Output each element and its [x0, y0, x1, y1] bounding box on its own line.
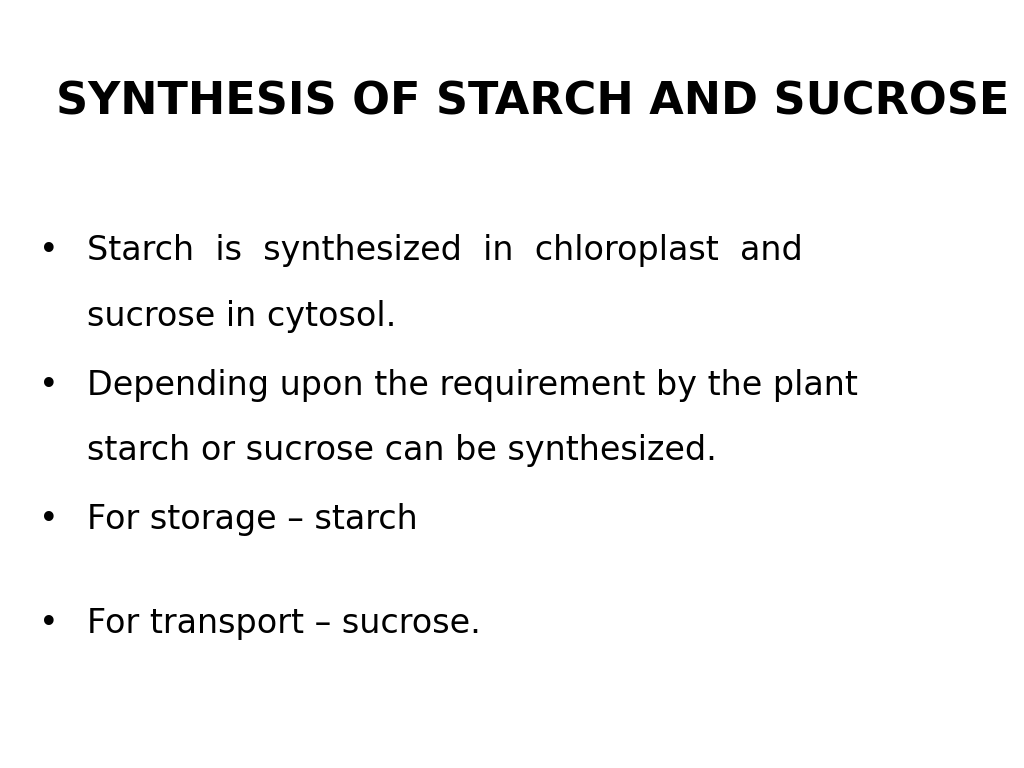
Text: •: •: [39, 607, 59, 640]
Text: •: •: [39, 369, 59, 402]
Text: •: •: [39, 503, 59, 536]
Text: sucrose in cytosol.: sucrose in cytosol.: [87, 300, 396, 333]
Text: For storage – starch: For storage – starch: [87, 503, 418, 536]
Text: For transport – sucrose.: For transport – sucrose.: [87, 607, 481, 640]
Text: Depending upon the requirement by the plant: Depending upon the requirement by the pl…: [87, 369, 858, 402]
Text: SYNTHESIS OF STARCH AND SUCROSE: SYNTHESIS OF STARCH AND SUCROSE: [56, 81, 1010, 124]
Text: Starch  is  synthesized  in  chloroplast  and: Starch is synthesized in chloroplast and: [87, 234, 803, 267]
Text: •: •: [39, 234, 59, 267]
Text: starch or sucrose can be synthesized.: starch or sucrose can be synthesized.: [87, 434, 717, 467]
